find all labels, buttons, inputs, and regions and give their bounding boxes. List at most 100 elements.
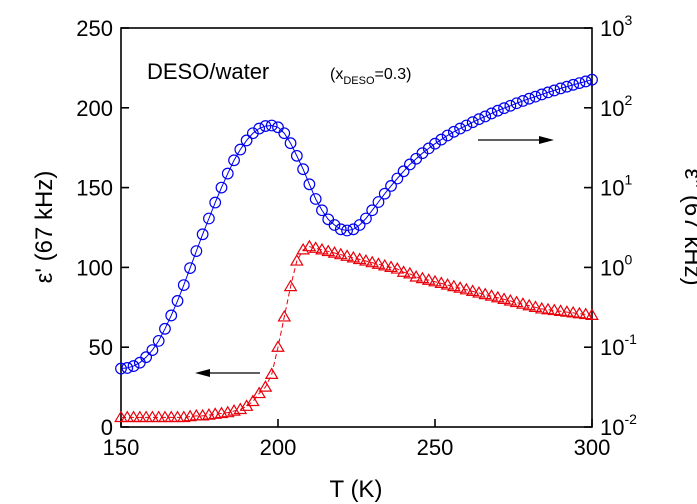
data-point [283,279,298,292]
data-point [271,340,285,352]
left-tick-label: 0 [101,415,113,440]
data-point [316,204,328,217]
right-arrow [478,136,554,144]
data-point [303,178,316,191]
data-point [466,116,479,129]
data-point [165,309,178,322]
right-tick-label: 103 [600,12,632,41]
data-point [435,133,448,146]
data-point [347,223,360,236]
data-point [284,137,297,150]
x-tick-label: 200 [260,435,297,460]
x-tick-label: 300 [574,435,611,460]
data-point [146,344,159,356]
right-tick-label: 101 [600,172,632,201]
data-point [177,279,190,292]
data-point [359,254,373,266]
data-point [547,303,562,316]
data-point [535,88,548,101]
chart-title: DESO/water [147,59,269,84]
data-point [341,224,353,237]
series-line [120,79,593,370]
data-point [566,305,581,318]
data-point [498,102,510,115]
data-point [409,269,424,282]
data-point [585,308,599,320]
data-point [184,262,196,275]
data-point [215,181,228,194]
data-point [377,258,392,271]
data-point [586,73,598,86]
data-point [485,107,498,120]
data-point [315,242,329,255]
data-point [353,219,366,231]
data-point [309,193,322,205]
right-axis-ticks: 10-2 10-1 100 101 102 103 [584,12,637,440]
data-point [253,122,266,135]
data-point [121,362,134,374]
data-point [140,351,153,364]
data-point [371,257,386,269]
data-point [246,394,260,407]
data-point [446,279,461,292]
data-point [391,172,404,185]
data-point [403,266,417,279]
data-point [327,246,342,258]
left-axis-label: ε' (67 kHz) [31,171,58,284]
right-tick-label: 10-1 [600,331,637,360]
data-point [278,127,291,140]
data-point [203,212,215,225]
data-point [529,90,542,103]
data-point [321,244,336,257]
data-point [396,265,411,277]
data-point [554,82,567,95]
data-point [308,241,323,253]
data-point [553,304,568,316]
data-point [567,78,580,91]
x-axis-ticks: 150 200 250 300 [103,419,611,460]
data-point [190,245,203,258]
data-point [390,262,405,274]
data-point [441,129,454,142]
data-point [440,277,455,290]
chart-subtitle: (xDESO=0.3) [330,66,411,87]
data-point [517,95,529,107]
data-point [372,196,385,208]
data-point [473,113,485,126]
data-point [509,295,524,308]
left-tick-label: 50 [89,335,113,360]
data-point [434,276,449,289]
right-tick-label: 100 [600,251,632,280]
left-axis-ticks: 0 50 100 150 200 250 [76,16,129,440]
data-point [240,134,253,147]
data-point [459,282,474,295]
data-point [397,165,410,178]
data-point [465,284,480,296]
data-point [259,120,272,132]
data-point [528,300,543,312]
data-point [491,104,504,117]
data-point [560,80,573,93]
right-axis-label: ε'' (67 kHz) [679,168,697,285]
right-tick-label: 10-2 [600,411,637,440]
data-point [523,92,536,105]
series-line [121,246,593,418]
data-point [258,380,273,392]
series-2 [115,73,598,375]
data-point [478,287,493,300]
data-point [333,247,348,260]
data-point [272,121,284,134]
data-point [328,219,341,231]
x-axis-label: T (K) [330,476,383,503]
data-point [209,196,222,209]
data-point [264,367,279,379]
data-point [579,75,592,88]
chart-title-group: DESO/water (xDESO=0.3) [147,59,411,87]
data-point [352,252,367,265]
data-point [152,334,165,347]
data-point [548,84,561,97]
data-point [365,255,380,268]
left-tick-label: 100 [76,255,113,280]
series-1 [114,239,599,423]
